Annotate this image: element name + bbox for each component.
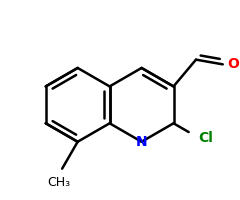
Text: CH₃: CH₃	[48, 176, 71, 189]
Text: O: O	[228, 57, 240, 71]
Text: N: N	[136, 135, 147, 149]
Text: Cl: Cl	[199, 131, 214, 145]
